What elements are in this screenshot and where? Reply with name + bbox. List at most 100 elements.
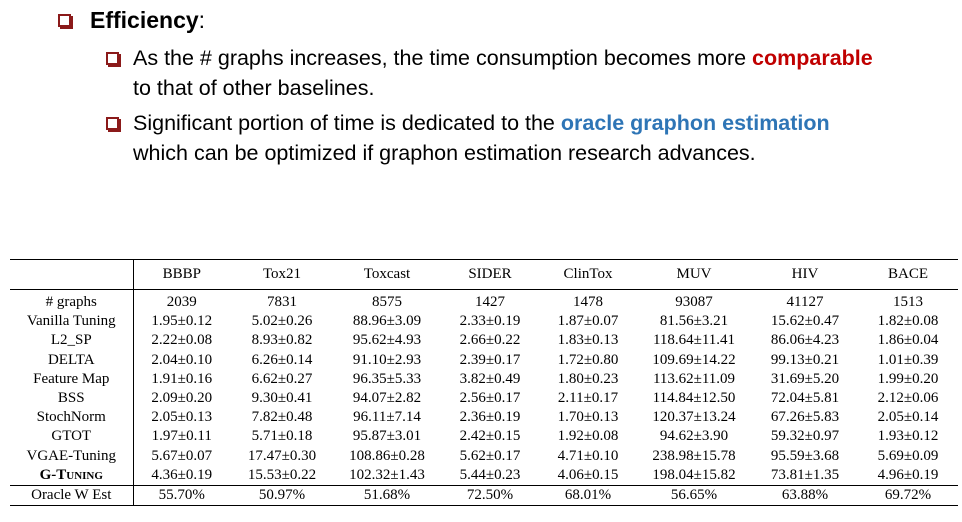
table-cell: 1.83±0.13 <box>557 332 619 349</box>
row-label: BSS <box>10 389 134 409</box>
table-cell: 2.05±0.13 <box>151 409 213 426</box>
row-label: # graphs <box>10 289 134 313</box>
table-cell: 9.30±0.41 <box>251 390 313 407</box>
table-cell: 96.11±7.14 <box>353 409 421 426</box>
row-label: VGAE-Tuning <box>10 446 134 466</box>
table-row: # graphs 2039 7831 8575 1427 1478 93087 41127 15… <box>10 289 958 313</box>
table-cell: 3.82±0.49 <box>459 370 521 387</box>
table-cell: 91.10±2.93 <box>352 351 422 368</box>
table-cell: 2.66±0.22 <box>459 332 521 349</box>
table-cell: 1.92±0.08 <box>557 428 619 445</box>
table-cell: 93087 <box>675 294 713 310</box>
column-header: ClinTox <box>540 260 636 290</box>
table-cell: 4.06±0.15 <box>557 466 619 483</box>
checkbox-icon <box>58 14 71 27</box>
table-cell: 7.82±0.48 <box>251 409 313 426</box>
row-label: DELTA <box>10 350 134 370</box>
bullet: Significant portion of time is dedicated… <box>106 108 886 168</box>
table-cell: 1.99±0.20 <box>877 370 939 387</box>
table-cell: 51.68% <box>334 485 440 506</box>
table-cell: 5.02±0.26 <box>251 313 313 330</box>
table-cell: 1513 <box>893 294 923 310</box>
header-row: BBBP Tox21 Toxcast SIDER ClinTox MUV HIV BACE <box>10 260 958 290</box>
bullet-text: Significant portion of time is dedicated… <box>133 111 561 135</box>
table-cell: 1.87±0.07 <box>557 313 619 330</box>
table-cell: 2.42±0.15 <box>459 428 521 445</box>
row-label: Feature Map <box>10 369 134 390</box>
column-header: Toxcast <box>334 260 440 290</box>
table-cell: 56.65% <box>636 485 752 506</box>
checkbox-icon <box>106 52 119 65</box>
row-label: Oracle W Est <box>10 485 134 506</box>
table-cell: 113.62±11.09 <box>652 370 736 387</box>
bullet-text: As the # graphs increases, the time cons… <box>133 46 753 70</box>
table-cell: 2.36±0.19 <box>459 409 521 426</box>
table: BBBP Tox21 Toxcast SIDER ClinTox MUV HIV BACE #… <box>10 260 958 506</box>
table-cell: 99.13±0.21 <box>770 351 840 368</box>
table-cell: 2.11±0.17 <box>557 390 619 407</box>
table-cell: 2.33±0.19 <box>459 313 521 330</box>
table-cell: 55.70% <box>133 485 230 506</box>
table-cell: 81.56±3.21 <box>659 313 729 330</box>
column-header: Tox21 <box>230 260 334 290</box>
column-header: MUV <box>636 260 752 290</box>
table-cell: 41127 <box>786 294 824 310</box>
table-cell: 198.04±15.82 <box>652 466 736 483</box>
table-cell: 120.37±13.24 <box>652 409 736 426</box>
table-row: BSS 2.09±0.20 9.30±0.41 94.07±2.82 2.56±0.17… <box>10 389 958 409</box>
table-cell: 8575 <box>372 294 402 310</box>
table-row: StochNorm 2.05±0.13 7.82±0.48 96.11±7.14 2.3… <box>10 408 958 428</box>
table-cell: 102.32±1.43 <box>349 466 425 483</box>
table-row: L2_SP 2.22±0.08 8.93±0.82 95.62±4.93 2.66±0.… <box>10 331 958 351</box>
table-cell: 73.81±1.35 <box>770 466 840 483</box>
table-cell: 31.69±5.20 <box>770 370 840 387</box>
row-label: Vanilla Tuning <box>10 312 134 332</box>
row-label: G-Tuning <box>10 465 134 486</box>
column-header: SIDER <box>440 260 540 290</box>
table-cell: 17.47±0.30 <box>247 447 317 464</box>
highlight-text: comparable <box>752 46 873 70</box>
table-cell: 94.07±2.82 <box>352 390 422 407</box>
table-cell: 72.04±5.81 <box>770 390 840 407</box>
table-cell: 95.87±3.01 <box>352 428 422 445</box>
bullet: As the # graphs increases, the time cons… <box>106 43 886 103</box>
table-cell: 95.62±4.93 <box>352 332 422 349</box>
row-label: StochNorm <box>10 408 134 428</box>
table-row: Feature Map 1.91±0.16 6.62±0.27 96.35±5.33 3… <box>10 369 958 390</box>
table-cell: 4.36±0.19 <box>151 466 213 483</box>
table-cell: 118.64±11.41 <box>652 332 736 349</box>
table-cell: 72.50% <box>440 485 540 506</box>
table-cell: 5.67±0.07 <box>151 447 213 464</box>
column-header: BBBP <box>133 260 230 290</box>
table-cell: 6.62±0.27 <box>251 370 313 387</box>
table-body: # graphs 2039 7831 8575 1427 1478 93087 41127 15… <box>10 289 958 506</box>
table-cell: 5.71±0.18 <box>251 428 313 445</box>
table-cell: 5.69±0.09 <box>877 447 939 464</box>
table-cell: 1.86±0.04 <box>877 332 939 349</box>
table-cell: 96.35±5.33 <box>352 370 422 387</box>
table-row: G-Tuning 4.36±0.19 15.53±0.22 102.32±1.43 5.… <box>10 465 958 486</box>
bullet-text: to that of other baselines. <box>133 76 375 100</box>
row-label: GTOT <box>10 427 134 447</box>
table-cell: 59.32±0.97 <box>770 428 840 445</box>
table-row: Vanilla Tuning 1.95±0.12 5.02±0.26 88.96±3.… <box>10 312 958 332</box>
table-cell: 1.82±0.08 <box>877 313 939 330</box>
table-row: VGAE-Tuning 5.67±0.07 17.47±0.30 108.86±0.2… <box>10 446 958 466</box>
table-cell: 1.93±0.12 <box>877 428 939 445</box>
table-cell: 1.91±0.16 <box>151 370 213 387</box>
checkbox-icon <box>106 117 119 130</box>
table-row: DELTA 2.04±0.10 6.26±0.14 91.10±2.93 2.39±0.… <box>10 350 958 370</box>
table-cell: 8.93±0.82 <box>251 332 313 349</box>
corner-cell <box>10 260 134 290</box>
table-row: GTOT 1.97±0.11 5.71±0.18 95.87±3.01 2.42±0.1… <box>10 427 958 447</box>
column-header: HIV <box>752 260 858 290</box>
table-cell: 4.96±0.19 <box>877 466 939 483</box>
table-wrap: BBBP Tox21 Toxcast SIDER ClinTox MUV HIV BACE #… <box>10 259 958 507</box>
column-header: BACE <box>858 260 958 290</box>
table-cell: 2.56±0.17 <box>459 390 521 407</box>
table-cell: 15.53±0.22 <box>247 466 317 483</box>
table-cell: 238.98±15.78 <box>652 447 736 464</box>
table-cell: 1.72±0.80 <box>557 351 619 368</box>
bullet-list: As the # graphs increases, the time cons… <box>106 43 886 173</box>
